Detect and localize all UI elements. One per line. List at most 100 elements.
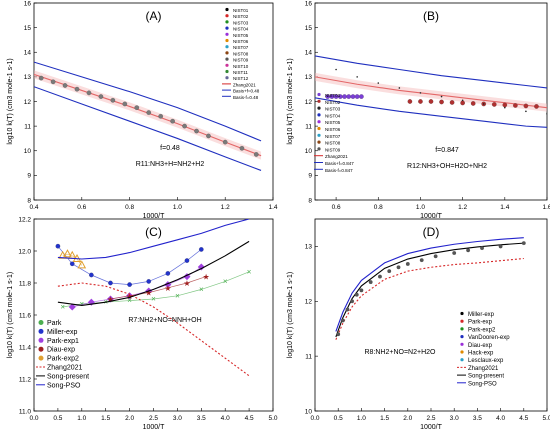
legend-label: Diau-exp [468, 343, 493, 349]
data-point-nist02 [418, 99, 423, 104]
y-axis-label: log10 k(T) (cm3 mole-1 s-1) [7, 272, 14, 358]
data-point-nist03 [419, 92, 422, 94]
legend-marker [225, 32, 229, 36]
legend-label: NIST01 [325, 93, 341, 98]
annotation: R7:NH2+NO=NNH+OH [128, 317, 201, 324]
legend-label: Miller-exp [468, 312, 495, 318]
data-point-park: × [247, 267, 252, 276]
x-tick-label: 1.0 [173, 204, 182, 211]
y-tick-label: 9 [27, 173, 31, 180]
legend-label: NIST10 [233, 64, 249, 69]
y-tick-label: 13 [305, 244, 313, 251]
legend-label: NIST04 [325, 113, 341, 118]
data-point-nist03 [504, 106, 506, 109]
x-tick-label: 0.0 [29, 415, 38, 422]
data-point-nist02 [407, 99, 413, 104]
annotation: R8:NH2+NO=N2+H2O [364, 349, 436, 356]
series-group [34, 61, 262, 171]
y-axis-label: log10 k(T) (cm3 mole-1 s-1) [7, 58, 14, 144]
annotation: R12:NH3+OH=H2O+NH2 [407, 163, 487, 170]
y-tick-label: 9 [308, 173, 312, 180]
data-point-exp-points [345, 307, 350, 312]
data-point-nist03 [525, 110, 527, 113]
series-group [335, 237, 526, 340]
panel-title: (B) [423, 9, 439, 23]
data-point-miller-exp [108, 280, 113, 286]
data-point-exp-points [396, 265, 401, 270]
legend-label: Basis-f=0.48 [233, 95, 259, 100]
data-point-nist03 [440, 95, 443, 98]
legend-label: NIST09 [325, 147, 341, 152]
y-tick-label: 11.6 [19, 312, 32, 319]
data-point-exp-points [452, 251, 457, 255]
panel-title: (D) [423, 225, 440, 239]
legend-label: NIST04 [233, 27, 249, 32]
legend-marker [460, 311, 464, 316]
data-point-diau-exp: ★ [164, 284, 171, 293]
data-point-exp-points [405, 262, 410, 266]
data-point-nist02 [439, 99, 444, 105]
legend-marker [225, 7, 229, 12]
series-line-song-present [335, 242, 524, 338]
panel-2: 0.6 0.8 1.0 1.2 1.4 1.6 8 9 10 11 12 13 14 15 16 1000/T… [287, 0, 550, 220]
data-point-exp-points [340, 318, 345, 323]
series-connector [110, 276, 207, 300]
y-axis-label: log10 k(T) (cm3 mole-1 s-1) [287, 272, 294, 358]
legend-marker [317, 140, 321, 144]
x-tick-label: 0.5 [53, 415, 62, 422]
data-point-nist02 [460, 100, 465, 106]
x-tick-label: 4.5 [245, 415, 254, 422]
y-tick-label: 8 [308, 197, 312, 204]
data-point-nist [206, 133, 211, 139]
legend-marker [38, 337, 44, 343]
panel-1: 0.4 0.6 0.8 1.0 1.2 1.4 8 9 10 11 12 13 14 15 16 1000/T… [7, 0, 278, 220]
series-line-song-present [57, 240, 250, 306]
legend-label: Zhang2021 [47, 365, 83, 372]
data-point-exp-points [466, 248, 471, 253]
data-point-exp-points [378, 274, 382, 279]
series-line-basis-f-0-48 [34, 61, 262, 142]
legend-marker [460, 342, 464, 346]
data-point-miller-exp [89, 272, 94, 278]
y-tick-label: 12.2 [18, 216, 31, 223]
data-point-diau-exp: ★ [126, 292, 133, 301]
x-tick-label: 1.4 [268, 204, 277, 211]
legend-marker [225, 45, 229, 49]
y-tick-label: 8 [27, 197, 31, 204]
data-point-park: × [79, 299, 84, 308]
data-point-miller-exp [69, 261, 75, 267]
series-connector [72, 266, 202, 308]
y-tick-label: 12.0 [18, 248, 31, 255]
data-point-miller-exp [146, 279, 152, 284]
data-point-park: × [199, 285, 204, 294]
data-point-nist02 [491, 102, 497, 107]
data-point-nist [122, 101, 128, 107]
legend-marker [38, 346, 44, 352]
data-point-nist [170, 118, 175, 124]
y-tick-label: 10 [305, 148, 313, 155]
legend-label: NIST07 [233, 45, 249, 50]
legend-label: NIST03 [233, 20, 249, 25]
x-tick-label: 0.8 [374, 204, 383, 211]
panel-4: 0.0 0.5 1.0 1.5 2.0 2.5 3.0 3.5 4.0 4.5 5.0 10 11 12 1… [287, 218, 550, 429]
legend-label: Hack-exp [468, 351, 494, 357]
y-tick-label: 14 [24, 50, 32, 57]
annotation: f=0.847 [435, 147, 459, 154]
legend-marker [460, 327, 464, 331]
data-point-nist03 [398, 87, 401, 89]
data-point-nist02 [428, 99, 434, 104]
legend-label: Zhang2021 [468, 366, 499, 372]
y-tick-label: 11.0 [19, 408, 32, 415]
data-point-exp-points [336, 332, 341, 337]
data-point-nist [158, 113, 163, 119]
data-point-nist [222, 139, 228, 145]
legend-label: Diau-exp [47, 347, 75, 354]
x-tick-label: 1.5 [101, 415, 110, 422]
legend-label: Song-PSO [47, 382, 81, 389]
x-axis-label: 1000/T [143, 213, 166, 220]
data-point-exp-points [350, 299, 355, 304]
legend-marker [225, 57, 229, 61]
legend-marker [460, 335, 464, 339]
x-tick-label: 1.0 [357, 415, 366, 422]
